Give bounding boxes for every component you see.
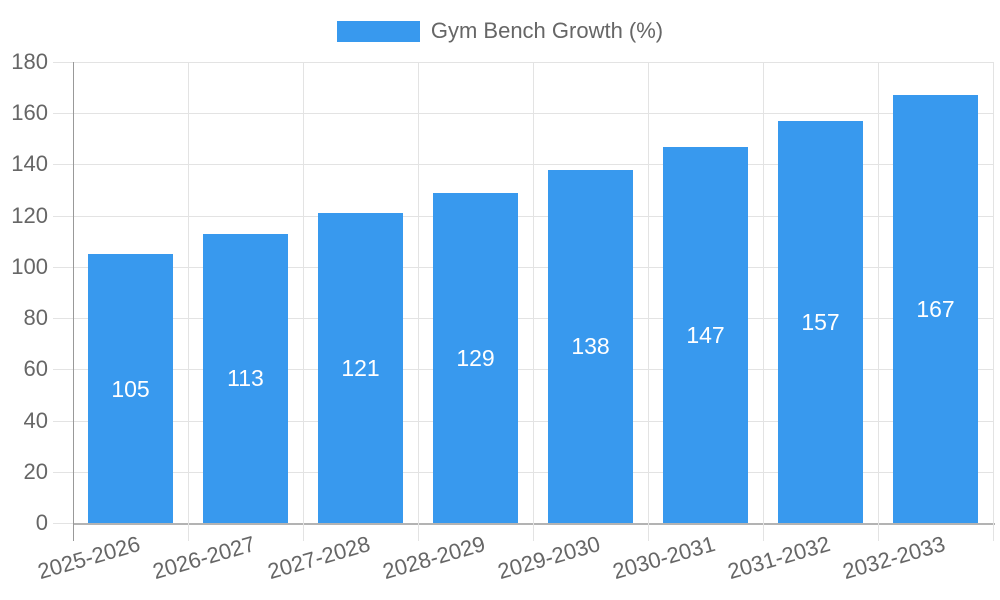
bar[interactable] (433, 192, 518, 523)
x-axis-label: 2032-2033 (839, 531, 948, 585)
legend-swatch-icon (336, 20, 420, 42)
x-gridline (188, 62, 189, 541)
y-gridline (53, 62, 993, 63)
bar[interactable] (318, 213, 403, 523)
y-axis-line (73, 62, 74, 541)
bar[interactable] (778, 120, 863, 523)
y-gridline (53, 215, 993, 217)
y-gridline (53, 164, 993, 166)
y-axis-label: 20 (23, 458, 48, 484)
y-axis-label: 0 (35, 510, 48, 535)
x-axis-label: 2027-2028 (264, 531, 373, 585)
y-axis-label: 60 (23, 356, 48, 382)
x-axis-label: 2031-2032 (724, 531, 833, 585)
y-axis-label: 80 (23, 305, 48, 331)
y-gridline (53, 420, 993, 422)
bar[interactable] (203, 233, 288, 523)
bar-value-label: 105 (111, 375, 150, 402)
y-axis-label: 100 (11, 253, 48, 279)
y-axis-label: 160 (11, 100, 48, 126)
bar-value-label: 129 (456, 344, 495, 371)
bar-value-label: 157 (801, 308, 840, 335)
y-axis-label: 40 (23, 407, 48, 433)
x-axis-label: 2029-2030 (494, 531, 603, 585)
bar-value-label: 138 (571, 333, 610, 360)
y-axis-label: 120 (11, 202, 48, 228)
x-axis-label: 2025-2026 (34, 531, 143, 585)
x-gridline (878, 62, 879, 541)
bar-value-label: 113 (227, 365, 264, 392)
bar-value-label: 167 (916, 296, 955, 323)
x-gridline (763, 62, 764, 541)
legend[interactable]: Gym Bench Growth (%) (0, 18, 1000, 44)
x-gridline (303, 62, 304, 541)
y-gridline (53, 471, 993, 473)
x-axis-label: 2030-2031 (609, 531, 718, 585)
x-axis-label: 2028-2029 (379, 531, 488, 585)
bar-value-label: 147 (686, 321, 725, 348)
bar[interactable] (548, 169, 633, 523)
y-axis-label: 140 (11, 151, 48, 177)
y-gridline (53, 318, 993, 320)
y-gridline (53, 369, 993, 371)
y-axis-label: 180 (11, 49, 48, 74)
y-gridline (53, 113, 993, 115)
y-gridline (53, 266, 993, 268)
x-axis-line (73, 522, 995, 525)
x-gridline (533, 62, 534, 541)
bar[interactable] (663, 146, 748, 523)
legend-label: Gym Bench Growth (%) (430, 18, 664, 43)
x-gridline (648, 62, 649, 541)
x-axis-label: 2026-2027 (149, 531, 258, 585)
bar[interactable] (893, 95, 978, 523)
bar-value-label: 121 (341, 355, 380, 382)
x-gridline (418, 62, 419, 541)
x-gridline (993, 62, 994, 541)
y-tick-mark (53, 523, 73, 524)
bar[interactable] (88, 254, 173, 523)
